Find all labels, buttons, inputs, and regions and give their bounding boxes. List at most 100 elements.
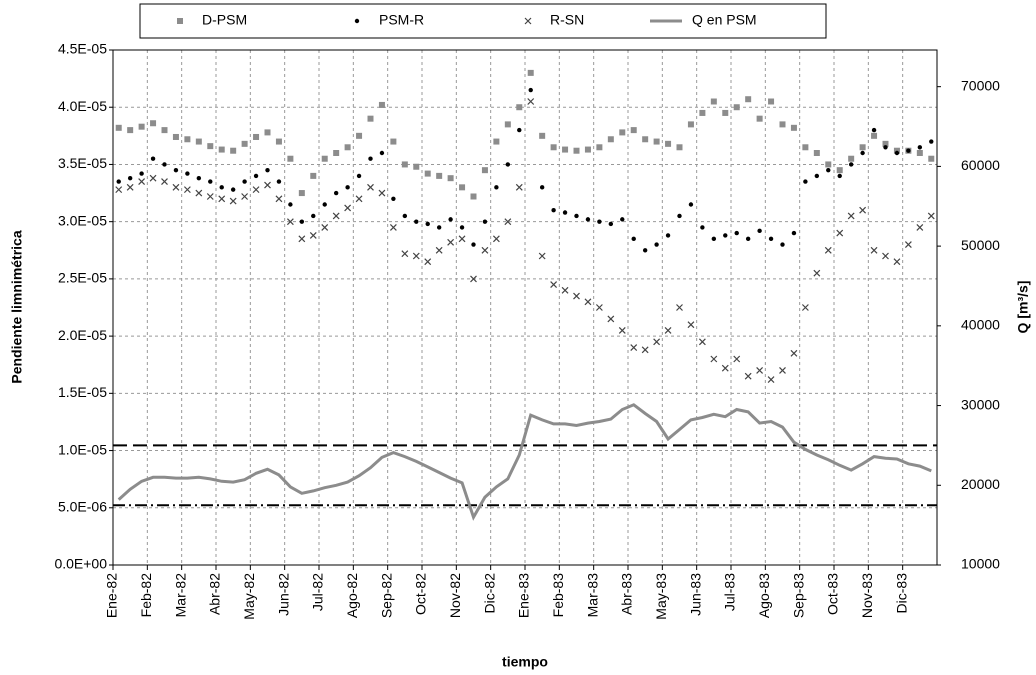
x-tick-label: Mar-82: [172, 573, 188, 618]
x-tick-label: Ene-83: [516, 573, 532, 618]
data-point: [447, 238, 455, 246]
y-tick-label: 2.0E-05: [58, 327, 107, 343]
data-point: [916, 150, 923, 156]
data-point: [711, 236, 717, 242]
x-tick-label: Oct-83: [825, 573, 841, 615]
data-point: [436, 172, 443, 179]
data-point: [768, 236, 774, 242]
data-point: [801, 304, 809, 311]
data-point: [471, 242, 476, 247]
data-point: [664, 326, 672, 334]
data-point: [561, 286, 569, 294]
data-point: [527, 69, 534, 76]
data-point: [218, 146, 225, 153]
data-point: [276, 179, 282, 184]
data-point: [264, 181, 271, 189]
data-point: [459, 225, 465, 230]
data-point: [573, 147, 580, 154]
data-point: [127, 127, 134, 134]
data-point: [710, 98, 717, 105]
x-tick-label: May-82: [241, 573, 257, 620]
x-tick-label: Feb-83: [550, 573, 566, 618]
data-point: [389, 223, 397, 231]
legend-swatch: [177, 18, 183, 24]
data-point: [150, 120, 157, 127]
data-point: [550, 144, 557, 151]
data-point: [367, 183, 374, 191]
data-point: [195, 189, 203, 197]
data-point: [882, 252, 889, 260]
y-tick-label: 1.5E-05: [58, 384, 107, 400]
data-point: [780, 242, 785, 247]
data-point: [630, 344, 638, 351]
data-point: [883, 145, 888, 150]
data-point: [310, 172, 317, 179]
x-tick-label: Ago-83: [756, 573, 772, 618]
data-point: [355, 195, 363, 203]
data-point: [870, 246, 878, 254]
data-point: [859, 144, 866, 151]
data-point: [539, 185, 545, 190]
data-point: [206, 193, 214, 200]
data-point: [253, 173, 259, 179]
data-point: [447, 175, 454, 182]
data-point: [378, 101, 385, 108]
data-point: [515, 183, 523, 191]
data-point: [756, 367, 764, 374]
x-tick-label: Mar-83: [584, 573, 600, 618]
x-tick-label: Oct-82: [413, 573, 429, 615]
data-point: [425, 221, 430, 227]
data-point: [401, 161, 408, 168]
data-point: [150, 156, 156, 161]
data-point: [619, 129, 626, 136]
data-point: [904, 241, 912, 248]
x-tick-label: Jun-83: [687, 573, 703, 616]
data-point: [412, 252, 420, 260]
data-point: [824, 246, 832, 254]
y-tick-label: 3.0E-05: [58, 212, 107, 228]
data-point: [653, 338, 661, 346]
data-point: [653, 138, 660, 145]
data-point: [333, 190, 339, 196]
data-point: [298, 235, 306, 243]
data-point: [298, 190, 305, 197]
data-point: [894, 150, 900, 156]
data-point: [379, 150, 385, 156]
data-point: [700, 225, 705, 230]
data-point: [275, 138, 282, 145]
data-point: [607, 315, 615, 323]
data-point: [183, 186, 191, 194]
data-point: [744, 372, 752, 380]
data-point: [138, 123, 145, 130]
x-tick-label: Jul-83: [722, 573, 738, 611]
data-point: [517, 127, 522, 133]
data-point: [779, 121, 786, 128]
data-point: [562, 146, 569, 153]
data-point: [562, 210, 568, 215]
data-point: [826, 167, 831, 173]
data-point: [264, 129, 271, 136]
data-point: [550, 281, 558, 289]
data-point: [847, 212, 855, 220]
data-point: [196, 175, 202, 181]
data-point: [481, 246, 489, 254]
data-point: [607, 136, 614, 143]
data-point: [837, 173, 842, 179]
y-tick-label: 4.0E-05: [58, 98, 107, 114]
legend-swatch: [354, 18, 360, 24]
data-point: [710, 355, 718, 363]
y2-tick-label: 60000: [961, 157, 1000, 173]
x-tick-label: Abr-82: [207, 573, 223, 615]
data-point: [848, 155, 855, 162]
data-point: [229, 197, 237, 205]
data-point: [916, 223, 924, 231]
data-point: [470, 275, 477, 283]
data-point: [333, 150, 340, 156]
y2-tick-label: 20000: [961, 476, 1000, 492]
data-point: [253, 133, 260, 140]
data-point: [893, 258, 901, 266]
data-point: [391, 196, 396, 201]
data-point: [127, 175, 133, 181]
data-point: [493, 138, 500, 145]
data-point: [733, 355, 741, 363]
